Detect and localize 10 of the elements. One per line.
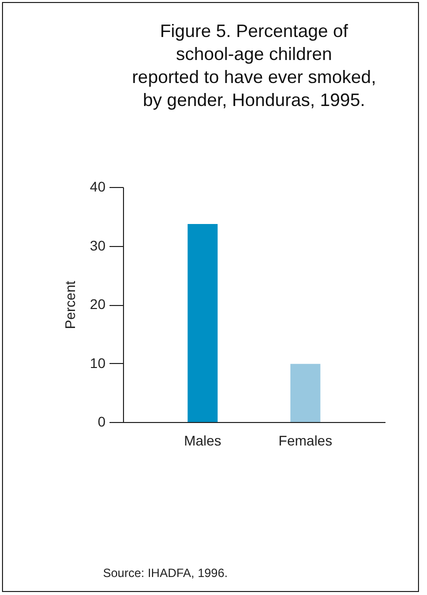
x-tick-label: Males [184, 432, 222, 448]
y-tick-label: 10 [90, 354, 106, 371]
y-axis-title: Percent [62, 280, 78, 330]
chart-title: Figure 5. Percentage of school-age children reported to have ever smoked, by gender, Honduras, 1995. [132, 21, 376, 110]
source-note: Source: IHADFA, 1996. [103, 566, 228, 580]
y-tick-label: 0 [98, 414, 106, 430]
y-tick-label: 40 [90, 178, 106, 194]
y-tick-label: 20 [90, 296, 106, 312]
x-tick-label: Females [278, 432, 332, 448]
y-tick-label: 30 [90, 237, 106, 254]
